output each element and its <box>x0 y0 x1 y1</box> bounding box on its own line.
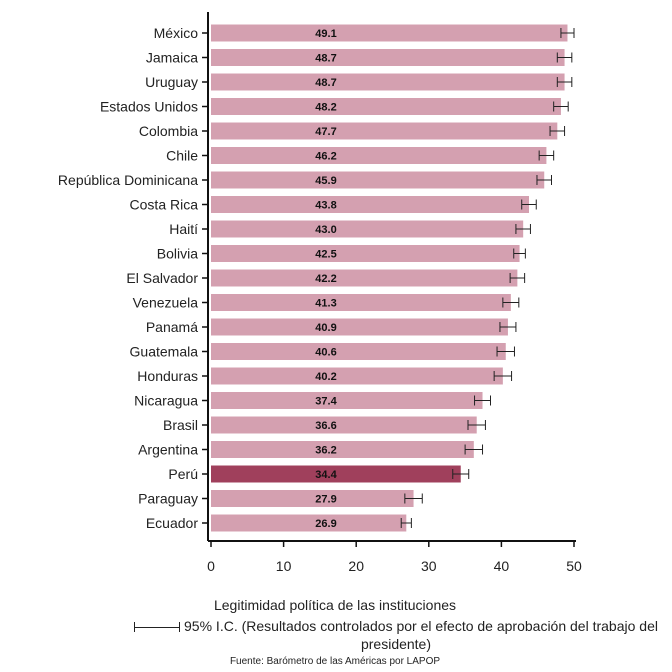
value-label: 27.9 <box>315 494 336 506</box>
x-tick-label: 20 <box>348 558 364 574</box>
value-label: 47.7 <box>315 126 336 138</box>
x-axis-title: Legitimidad política de las institucione… <box>213 597 457 613</box>
value-label: 40.6 <box>315 347 336 359</box>
category-label: México <box>154 25 199 41</box>
category-label: Venezuela <box>133 295 199 311</box>
bar <box>211 392 483 409</box>
category-label: Colombia <box>139 123 198 139</box>
bar <box>211 147 547 164</box>
value-label: 42.5 <box>315 249 336 261</box>
bar <box>211 73 565 91</box>
category-label: Honduras <box>137 368 198 384</box>
category-label: Ecuador <box>146 515 198 531</box>
source-note: Fuente: Barómetro de las Américas por LA… <box>229 656 441 667</box>
value-label: 45.9 <box>315 175 336 187</box>
value-label: 36.2 <box>315 445 336 457</box>
x-tick-label: 40 <box>494 558 510 574</box>
category-label: República Dominicana <box>58 172 198 188</box>
category-label: Jamaica <box>146 50 198 66</box>
value-label: 48.2 <box>315 102 336 114</box>
value-label: 36.6 <box>315 420 336 432</box>
bar <box>211 171 545 189</box>
category-label: Haití <box>169 221 198 237</box>
value-label: 40.9 <box>315 322 336 334</box>
value-label: 42.2 <box>315 273 336 285</box>
bar <box>211 343 506 360</box>
value-label: 48.7 <box>315 77 336 89</box>
category-label: Uruguay <box>145 74 198 90</box>
category-label: Estados Unidos <box>100 99 198 115</box>
legend-text: 95% I.C. (Resultados controlados por el … <box>184 618 658 652</box>
x-tick-label: 10 <box>276 558 292 574</box>
bar <box>211 98 561 115</box>
bar-chart: México 49.1 Jamaica 48.7 Uruguay 48.7 Estados … <box>58 12 582 574</box>
category-label: Panamá <box>146 319 198 335</box>
bar <box>211 367 503 385</box>
bar <box>211 416 477 434</box>
category-label: Perú <box>168 466 198 482</box>
bar <box>211 294 511 311</box>
bar <box>211 220 524 238</box>
value-label: 34.4 <box>315 469 337 481</box>
category-label: Bolivia <box>157 246 198 262</box>
bar <box>211 514 407 532</box>
category-label: Chile <box>166 148 198 164</box>
value-label: 46.2 <box>315 151 336 163</box>
category-label: Nicaragua <box>134 393 198 409</box>
bar <box>211 490 414 507</box>
category-label: Brasil <box>163 417 198 433</box>
confidence-interval-legend: 95% I.C. (Resultados controlados por el … <box>120 617 672 653</box>
value-label: 41.3 <box>315 298 336 310</box>
x-tick-label: 0 <box>207 558 215 574</box>
bar <box>211 441 474 458</box>
category-label: Argentina <box>138 442 198 458</box>
value-label: 48.7 <box>315 53 336 65</box>
category-label: Guatemala <box>130 344 199 360</box>
bar <box>211 196 529 213</box>
value-label: 26.9 <box>315 518 336 530</box>
x-tick-label: 50 <box>566 558 582 574</box>
value-label: 37.4 <box>315 396 337 408</box>
bar <box>211 49 565 66</box>
bar <box>211 24 568 42</box>
bar <box>211 122 558 140</box>
value-label: 40.2 <box>315 371 336 383</box>
value-label: 49.1 <box>315 28 336 40</box>
category-label: Costa Rica <box>130 197 199 213</box>
value-label: 43.0 <box>315 224 336 236</box>
bar <box>211 318 508 336</box>
category-label: El Salvador <box>126 270 198 286</box>
value-label: 43.8 <box>315 200 336 212</box>
error-bar-legend-icon <box>134 622 181 633</box>
category-label: Paraguay <box>138 491 198 507</box>
bar <box>211 245 520 262</box>
x-tick-label: 30 <box>421 558 437 574</box>
highlighted-bar <box>211 465 461 483</box>
bar <box>211 269 518 287</box>
